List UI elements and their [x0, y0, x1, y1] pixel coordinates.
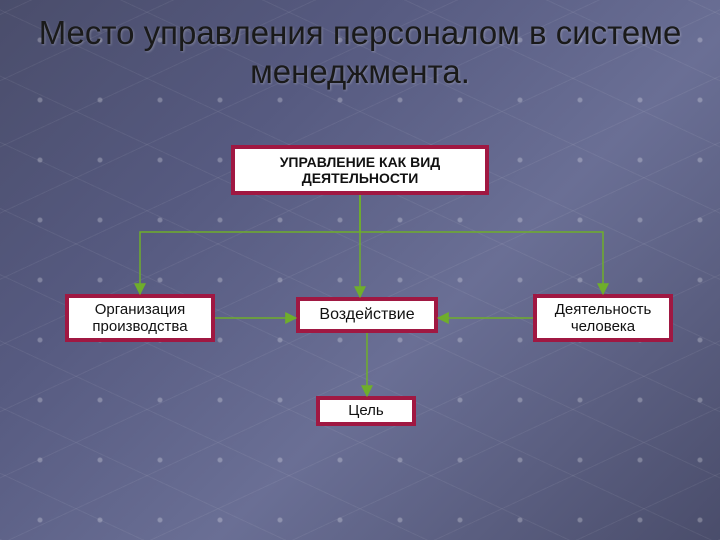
edge-top-to-left: [140, 195, 360, 294]
edge-top-to-right: [360, 195, 603, 294]
node-left: Организация производства: [65, 294, 215, 342]
node-mid: Воздействие: [296, 297, 438, 333]
node-right-label: Деятельность человека: [541, 301, 665, 336]
node-goal-label: Цель: [348, 402, 384, 419]
node-top-label: УПРАВЛЕНИЕ КАК ВИД ДЕЯТЕЛЬНОСТИ: [239, 154, 481, 186]
node-goal: Цель: [316, 396, 416, 426]
page-title: Место управления персоналом в системе ме…: [0, 14, 720, 92]
node-mid-label: Воздействие: [319, 306, 414, 324]
node-left-label: Организация производства: [73, 301, 207, 336]
node-top: УПРАВЛЕНИЕ КАК ВИД ДЕЯТЕЛЬНОСТИ: [231, 145, 489, 195]
node-right: Деятельность человека: [533, 294, 673, 342]
